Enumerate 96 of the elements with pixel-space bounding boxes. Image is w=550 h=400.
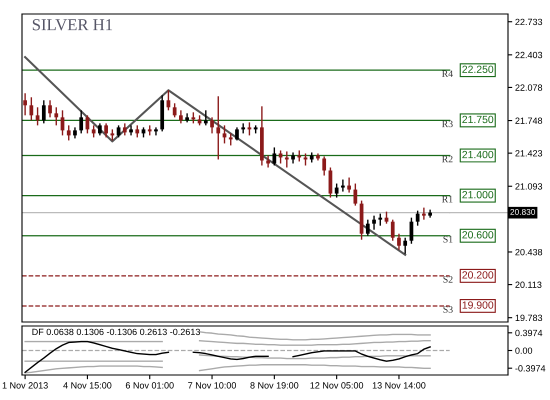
candlestick [347, 176, 351, 194]
candlestick [416, 210, 420, 226]
candlestick [272, 146, 276, 166]
candlestick [248, 122, 252, 136]
candlestick [403, 237, 408, 254]
x-tick-label: 7 Nov 10:00 [188, 382, 236, 389]
annotation: 22.250 [462, 66, 494, 73]
ref-line-label: R4 [442, 70, 453, 77]
candlestick [372, 214, 376, 230]
x-tick-label: 8 Nov 19:00 [250, 382, 298, 389]
candlestick [198, 114, 202, 126]
candlestick [148, 124, 152, 136]
candlestick [334, 182, 339, 198]
chart-title: SILVER H1 [32, 19, 112, 30]
candlestick [397, 233, 401, 250]
annotation: 20.200 [462, 271, 494, 279]
candlestick [384, 210, 388, 224]
y-tick-label: 22.733 [515, 18, 542, 26]
candlestick [366, 218, 370, 236]
candlestick [116, 124, 120, 138]
candlestick [235, 126, 239, 142]
candlestick [222, 124, 226, 144]
candlestick [166, 90, 170, 112]
x-tick-label: 1 Nov 2013 [2, 382, 48, 389]
ref-line-label: R3 [442, 120, 453, 128]
ref-line-label: S1 [443, 236, 452, 243]
y-tick-label: 21.093 [515, 183, 542, 190]
candlestick [104, 122, 108, 138]
candlestick [390, 218, 395, 242]
y-tick-label: 20.438 [515, 248, 542, 256]
candlestick [23, 92, 27, 116]
line-series [24, 56, 406, 256]
candlestick [172, 102, 177, 118]
candlestick [79, 110, 84, 134]
candlestick [266, 154, 270, 168]
ref-line-label: S2 [443, 276, 453, 283]
candlestick [179, 110, 183, 124]
y-tick-label: 21.423 [515, 150, 542, 157]
candlestick [54, 106, 58, 126]
candlestick [60, 110, 64, 136]
candlestick [129, 124, 133, 136]
chart-title: DF 0.0638 0.1306 -0.1306 0.2613 -0.2613 [32, 328, 200, 336]
y-tick-label: 21.748 [515, 118, 542, 124]
y-tick-label: 0.3974 [515, 330, 542, 336]
candlestick [110, 128, 114, 142]
annotation: 21.000 [462, 191, 494, 198]
x-tick-label: 13 Nov 14:00 [372, 382, 426, 389]
candlestick [73, 126, 77, 140]
candlestick [422, 206, 426, 220]
y-tick-label: 22.078 [515, 84, 542, 91]
candlestick [278, 150, 282, 164]
candlestick [378, 212, 382, 226]
y-tick-label: -0.3974 [515, 365, 546, 372]
candlestick [204, 110, 208, 126]
candlestick [42, 100, 46, 124]
y-tick-label: 22.403 [515, 52, 542, 58]
candlestick [241, 122, 246, 134]
candlestick [291, 152, 295, 164]
candlestick [284, 150, 289, 168]
candlestick [29, 96, 34, 122]
candlestick [322, 156, 326, 176]
candlestick [297, 150, 302, 162]
candlestick [36, 106, 40, 126]
candlestick [216, 96, 220, 160]
y-tick-label: 20.113 [515, 282, 542, 288]
annotation: 21.750 [462, 116, 494, 124]
ref-line-label: R1 [442, 196, 452, 202]
candlestick [191, 112, 196, 124]
annotation: 21.400 [462, 150, 494, 158]
candlestick [185, 112, 189, 124]
candlestick [341, 178, 345, 192]
ref-line-label: S3 [443, 306, 453, 313]
ref-line-label: R2 [442, 156, 453, 162]
candlestick [135, 124, 140, 138]
candlestick [122, 122, 127, 136]
y-tick-label: 19.783 [516, 314, 542, 322]
candlestick [353, 182, 358, 206]
candlestick [228, 132, 233, 146]
candlestick [310, 152, 314, 164]
candlestick [328, 166, 332, 198]
candlestick [142, 126, 146, 138]
candlestick [92, 124, 96, 138]
candlestick [66, 124, 71, 142]
annotation: 20.600 [462, 231, 494, 239]
candlestick [410, 216, 414, 244]
annotation: 19.900 [462, 301, 494, 309]
x-tick-label: 12 Nov 05:00 [310, 382, 364, 389]
candlestick [304, 152, 308, 166]
x-tick-label: 4 Nov 15:00 [63, 382, 112, 389]
candlestick [86, 114, 90, 134]
annotation: 20.830 [510, 208, 536, 215]
candlestick [98, 122, 102, 136]
candlestick [210, 116, 214, 134]
y-tick-label: 0.00 [515, 347, 532, 354]
candlestick [48, 100, 52, 118]
x-tick-label: 6 Nov 01:00 [126, 382, 174, 389]
